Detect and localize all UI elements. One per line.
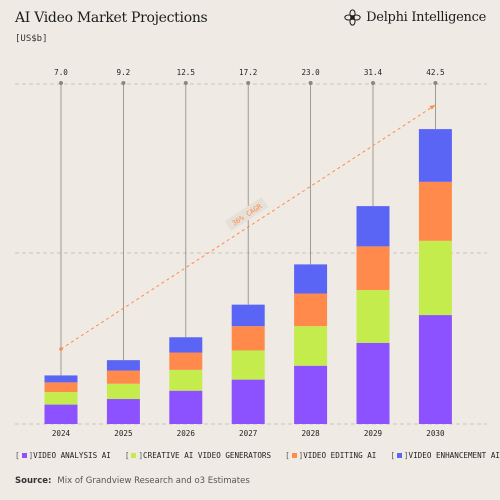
legend-bracket: ] <box>138 451 144 460</box>
legend-item: [] VIDEO ENHANCEMENT AI <box>390 451 500 460</box>
legend: [] VIDEO ANALYSIS AI[] CREATIVE AI VIDEO… <box>15 451 500 460</box>
brand-name: Delphi Intelligence <box>366 10 486 25</box>
bar-segment-video-editing-ai <box>294 293 328 327</box>
leader-dot <box>433 81 438 85</box>
legend-label: VIDEO EDITING AI <box>303 451 377 460</box>
legend-label: VIDEO ENHANCEMENT AI <box>408 451 500 460</box>
bar-segment-creative-ai-video-generators <box>294 326 328 366</box>
x-tick-label: 2026 <box>177 429 196 438</box>
cagr-trend-line <box>60 104 436 350</box>
flower-logo-icon <box>344 9 361 26</box>
total-label: 17.2 <box>239 68 257 77</box>
legend-bracket: ] <box>403 451 409 460</box>
x-tick-label: 2028 <box>301 429 320 438</box>
legend-item: [] VIDEO EDITING AI <box>285 451 376 460</box>
leader-dot <box>308 81 313 85</box>
unit-label: [US$b] <box>15 34 48 44</box>
legend-swatch <box>21 453 27 458</box>
bar-segment-video-editing-ai <box>169 352 203 370</box>
bar-segment-video-enhancement-ai <box>169 337 203 353</box>
bar-segment-creative-ai-video-generators <box>231 350 265 380</box>
x-tick-label: 2030 <box>426 429 445 438</box>
bar-segment-video-enhancement-ai <box>106 360 140 371</box>
bar-segment-video-editing-ai <box>106 370 140 384</box>
leader-dot <box>246 81 251 85</box>
total-label: 12.5 <box>177 68 195 77</box>
legend-label: CREATIVE AI VIDEO GENERATORS <box>143 451 272 460</box>
x-tick-label: 2025 <box>114 429 132 438</box>
legend-swatch <box>291 453 297 458</box>
total-label: 23.0 <box>301 68 320 77</box>
bar-segment-video-editing-ai <box>418 181 452 241</box>
bar-segment-video-editing-ai <box>231 326 265 351</box>
bar-segment-video-enhancement-ai <box>294 264 328 294</box>
bar-segment-video-enhancement-ai <box>418 129 452 182</box>
leader-dot <box>371 81 375 85</box>
bar-segment-video-enhancement-ai <box>356 206 390 247</box>
legend-label: VIDEO ANALYSIS AI <box>33 451 111 460</box>
bar-segment-video-analysis-ai <box>418 315 452 424</box>
bar-segment-creative-ai-video-generators <box>44 392 78 405</box>
chart-title: AI Video Market Projections <box>15 10 208 26</box>
cagr-start-dot <box>59 347 63 351</box>
bar-segment-video-analysis-ai <box>231 379 265 424</box>
legend-bracket: [ <box>124 451 130 460</box>
legend-bracket: ] <box>298 451 304 460</box>
total-label: 9.2 <box>117 68 131 77</box>
brand: Delphi Intelligence <box>344 9 486 26</box>
bar-segment-video-analysis-ai <box>169 390 203 424</box>
source-note: Source: Mix of Grandview Research and o3 … <box>15 476 250 486</box>
bar-segment-video-analysis-ai <box>44 404 78 424</box>
bar-segment-video-enhancement-ai <box>44 375 78 383</box>
legend-bracket: [ <box>285 451 290 460</box>
total-label: 42.5 <box>426 68 444 77</box>
legend-item: [] VIDEO ANALYSIS AI <box>15 451 111 460</box>
cagr-label: 36% CAGR <box>224 197 269 232</box>
bar-segment-video-editing-ai <box>356 246 390 291</box>
bar-segment-video-editing-ai <box>44 382 78 393</box>
legend-item: [] CREATIVE AI VIDEO GENERATORS <box>125 451 271 460</box>
bar-segment-video-analysis-ai <box>294 365 328 424</box>
legend-bracket: [ <box>15 451 20 460</box>
x-tick-label: 2027 <box>239 429 257 438</box>
source-label: Source: <box>15 476 52 486</box>
legend-bracket: [ <box>390 451 395 460</box>
total-label: 31.4 <box>364 68 383 77</box>
x-tick-label: 2024 <box>52 429 71 438</box>
bar-segment-creative-ai-video-generators <box>169 369 203 391</box>
leader-dot <box>121 81 126 85</box>
leader-dot <box>59 81 63 85</box>
bar-segment-creative-ai-video-generators <box>106 383 140 400</box>
leader-dot <box>183 81 188 85</box>
x-tick-label: 2029 <box>364 429 383 438</box>
bar-segment-video-analysis-ai <box>106 399 140 424</box>
legend-bracket: ] <box>28 451 34 460</box>
legend-swatch <box>396 453 402 458</box>
bar-segment-video-analysis-ai <box>356 342 390 424</box>
bar-segment-creative-ai-video-generators <box>418 240 452 316</box>
cagr-label-chip <box>224 197 269 232</box>
legend-swatch <box>131 453 137 458</box>
source-text: Mix of Grandview Research and o3 Estimat… <box>57 476 250 486</box>
cagr-arrow-head <box>429 105 436 110</box>
bar-segment-video-enhancement-ai <box>231 304 265 327</box>
total-label: 7.0 <box>54 68 68 77</box>
bar-segment-creative-ai-video-generators <box>356 290 390 343</box>
